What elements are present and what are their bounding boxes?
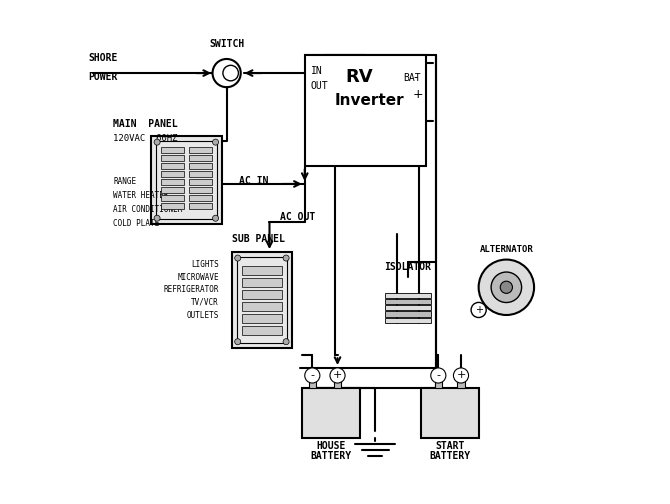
FancyBboxPatch shape (189, 163, 212, 169)
Text: +: + (413, 88, 423, 101)
Text: BATTERY: BATTERY (311, 451, 352, 461)
Text: -: - (310, 370, 314, 381)
Text: POWER: POWER (88, 72, 118, 82)
Text: +: + (456, 370, 466, 381)
Circle shape (478, 260, 534, 315)
Circle shape (471, 302, 486, 318)
Circle shape (454, 368, 468, 383)
Circle shape (212, 139, 218, 145)
Circle shape (431, 368, 446, 383)
Text: BAT: BAT (403, 73, 421, 83)
Circle shape (500, 281, 513, 293)
FancyBboxPatch shape (161, 171, 184, 177)
FancyBboxPatch shape (242, 314, 282, 323)
FancyBboxPatch shape (457, 381, 465, 388)
Text: RANGE: RANGE (113, 177, 137, 186)
Circle shape (305, 368, 320, 383)
Text: AIR CONDITIONER: AIR CONDITIONER (113, 205, 183, 214)
FancyBboxPatch shape (161, 163, 184, 169)
Text: -: - (413, 71, 417, 84)
FancyBboxPatch shape (385, 318, 431, 323)
Text: OUT: OUT (311, 81, 328, 91)
Circle shape (154, 215, 160, 221)
Text: +: + (333, 370, 342, 381)
FancyBboxPatch shape (242, 302, 282, 311)
FancyBboxPatch shape (161, 187, 184, 193)
Text: MAIN  PANEL: MAIN PANEL (113, 118, 178, 129)
FancyBboxPatch shape (189, 147, 212, 153)
Circle shape (234, 255, 241, 261)
Text: Inverter: Inverter (335, 93, 405, 108)
FancyBboxPatch shape (309, 381, 316, 388)
FancyBboxPatch shape (161, 155, 184, 161)
Text: START: START (435, 441, 464, 451)
FancyBboxPatch shape (161, 179, 184, 185)
Text: COLD PLATE: COLD PLATE (113, 219, 159, 228)
Text: TV/VCR: TV/VCR (192, 298, 219, 307)
Text: REFRIGERATOR: REFRIGERATOR (163, 285, 219, 294)
FancyBboxPatch shape (161, 203, 184, 209)
Text: SWITCH: SWITCH (209, 39, 245, 49)
Circle shape (491, 272, 522, 302)
FancyBboxPatch shape (189, 195, 212, 201)
Text: SUB PANEL: SUB PANEL (232, 234, 285, 244)
Text: BATTERY: BATTERY (429, 451, 470, 461)
FancyBboxPatch shape (189, 187, 212, 193)
Circle shape (234, 339, 241, 345)
FancyBboxPatch shape (242, 278, 282, 287)
Circle shape (330, 368, 345, 383)
Text: IN: IN (311, 66, 322, 76)
Circle shape (283, 339, 289, 345)
FancyBboxPatch shape (385, 299, 431, 304)
FancyBboxPatch shape (161, 195, 184, 201)
FancyBboxPatch shape (334, 381, 341, 388)
Text: 120VAC  60HZ: 120VAC 60HZ (113, 134, 178, 143)
FancyBboxPatch shape (189, 179, 212, 185)
Text: LIGHTS: LIGHTS (192, 260, 219, 269)
FancyBboxPatch shape (189, 171, 212, 177)
FancyBboxPatch shape (385, 311, 431, 317)
Text: WATER HEATER: WATER HEATER (113, 191, 169, 200)
Text: SHORE: SHORE (88, 53, 118, 63)
FancyBboxPatch shape (302, 388, 360, 438)
Text: HOUSE: HOUSE (316, 441, 346, 451)
Text: AC IN: AC IN (239, 176, 269, 186)
FancyBboxPatch shape (242, 290, 282, 299)
Circle shape (283, 255, 289, 261)
Text: ALTERNATOR: ALTERNATOR (480, 244, 533, 254)
Polygon shape (232, 252, 292, 348)
Text: AC OUT: AC OUT (279, 212, 315, 222)
Polygon shape (151, 136, 222, 224)
Text: ISOLATOR: ISOLATOR (385, 262, 431, 272)
Text: GENERATOR: GENERATOR (305, 60, 358, 71)
FancyBboxPatch shape (242, 326, 282, 335)
FancyBboxPatch shape (435, 381, 442, 388)
FancyBboxPatch shape (305, 55, 425, 166)
FancyBboxPatch shape (242, 266, 282, 275)
Circle shape (154, 139, 160, 145)
FancyBboxPatch shape (189, 155, 212, 161)
Text: MICROWAVE: MICROWAVE (178, 273, 219, 282)
FancyBboxPatch shape (385, 305, 431, 310)
FancyBboxPatch shape (385, 293, 431, 298)
FancyBboxPatch shape (189, 203, 212, 209)
FancyBboxPatch shape (161, 147, 184, 153)
FancyBboxPatch shape (421, 388, 478, 438)
Text: RV: RV (345, 68, 373, 86)
Text: -: - (436, 370, 440, 381)
Text: OUTLETS: OUTLETS (187, 310, 219, 320)
Circle shape (212, 215, 218, 221)
Text: +: + (474, 305, 482, 315)
